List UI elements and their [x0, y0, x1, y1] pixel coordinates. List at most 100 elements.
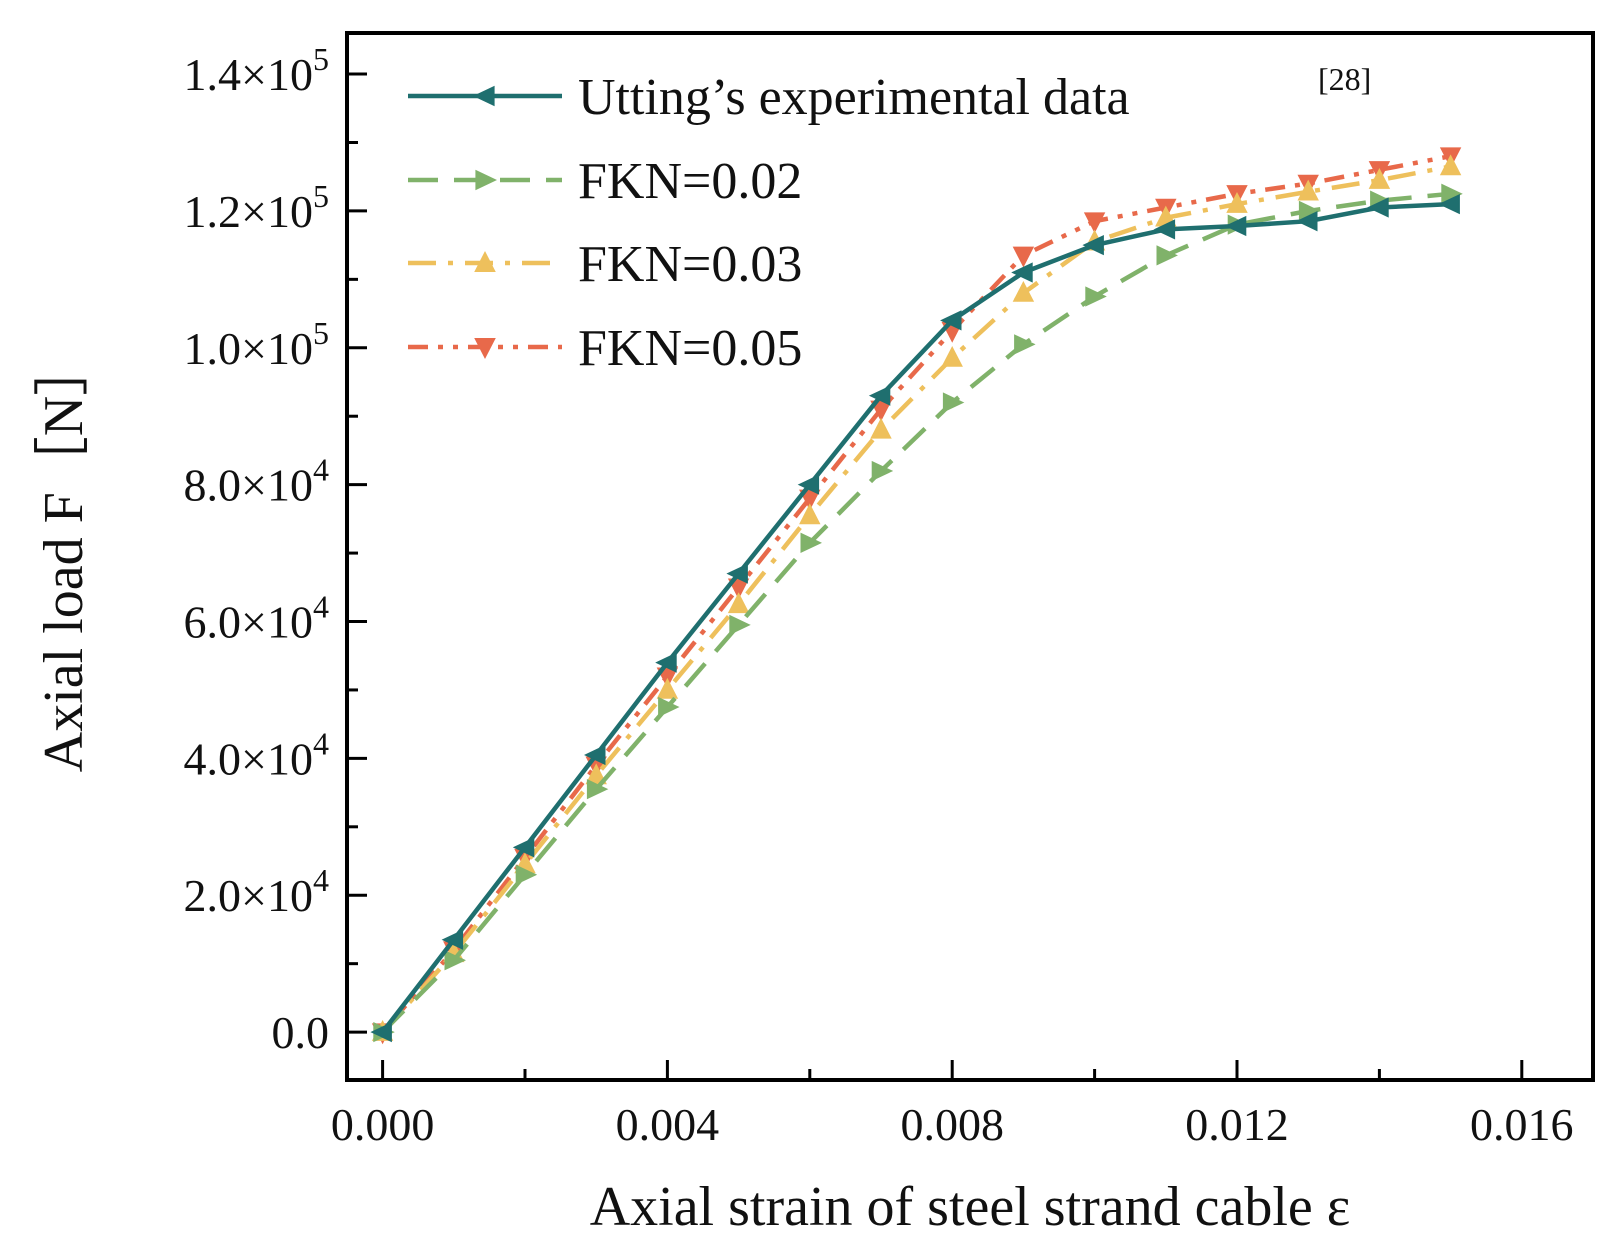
y-tick-label: 8.0×104 [184, 452, 329, 511]
series-point [1368, 168, 1391, 189]
y-tick-times: ×10 [241, 49, 313, 100]
series-point [1224, 215, 1247, 237]
series-point [1438, 193, 1460, 215]
legend-marker [474, 338, 496, 359]
y-tick-exponent: 5 [313, 178, 329, 214]
y-tick-label: 1.2×105 [184, 178, 329, 237]
series-point [870, 417, 892, 439]
legend-marker [474, 251, 496, 272]
x-tick-label: 0.016 [1470, 1099, 1574, 1150]
y-tick-mantissa: 4.0 [184, 733, 242, 784]
series-point [441, 929, 464, 950]
x-tick-label: 0.000 [331, 1099, 435, 1150]
series-point [1012, 280, 1035, 302]
x-tick-label: 0.004 [616, 1099, 720, 1150]
series-point [797, 474, 820, 495]
series-point [727, 592, 750, 614]
y-tick-exponent: 4 [313, 452, 329, 488]
y-tick-label: 1.0×105 [184, 315, 329, 374]
series-point [1226, 191, 1248, 213]
series-point [584, 744, 606, 766]
y-tick-mantissa: 2.0 [184, 870, 242, 921]
series-point [799, 503, 821, 525]
legend-label: FKN=0.02 [578, 153, 802, 210]
y-axis: 0.02.0×1044.0×1046.0×1048.0×1041.0×1051.… [184, 41, 367, 1058]
series-point [1153, 219, 1176, 240]
y-tick-label: 4.0×104 [184, 725, 329, 784]
y-tick-label: 1.4×105 [184, 41, 329, 100]
legend-reference: [28] [1318, 61, 1371, 97]
series-point [1082, 234, 1104, 256]
y-axis-title: Axial load F［N］ [33, 340, 95, 772]
series-3 [371, 147, 1462, 1045]
series-point [1014, 334, 1036, 355]
y-tick-times: ×10 [241, 323, 313, 374]
y-tick-times: ×10 [241, 186, 313, 237]
y-tick-mantissa: 0.0 [272, 1007, 330, 1058]
legend-label: Utting’s experimental data [578, 69, 1130, 126]
y-tick-exponent: 4 [313, 862, 329, 898]
y-tick-mantissa: 1.4 [184, 49, 242, 100]
plot-frame [345, 31, 1595, 1082]
y-tick-exponent: 5 [313, 41, 329, 77]
y-tick-mantissa: 8.0 [184, 460, 242, 511]
y-tick-label: 2.0×104 [184, 862, 329, 921]
x-axis-title: Axial strain of steel strand cable ε [590, 1176, 1351, 1238]
y-tick-times: ×10 [241, 733, 313, 784]
y-tick-mantissa: 1.2 [184, 186, 242, 237]
series-point [941, 345, 963, 367]
series-0 [370, 193, 1460, 1043]
y-tick-exponent: 4 [313, 725, 329, 761]
series-point [942, 392, 965, 413]
series-point [1297, 179, 1319, 201]
series-point [515, 864, 538, 885]
series-point [656, 677, 679, 699]
legend: Utting’s experimental data [28] FKN=0.02 FK… [408, 61, 1371, 377]
series-point [1296, 211, 1318, 232]
series-point [1156, 245, 1178, 266]
legend-label: FKN=0.05 [578, 320, 802, 377]
y-tick-exponent: 5 [313, 315, 329, 351]
y-tick-mantissa: 6.0 [184, 597, 242, 648]
series-point [655, 652, 677, 673]
series-point [512, 837, 535, 858]
series-point [726, 563, 748, 584]
series-point [729, 614, 751, 636]
y-tick-times: ×10 [241, 870, 313, 921]
legend-marker [475, 169, 497, 191]
y-tick-label: 6.0×104 [184, 589, 329, 648]
series-point [444, 950, 466, 971]
series-1 [373, 183, 1463, 1043]
y-tick-exponent: 4 [313, 589, 329, 625]
series-line [380, 153, 1452, 1034]
series-point [586, 779, 609, 800]
series-point [1011, 262, 1033, 283]
series-point [871, 460, 894, 482]
series-point [1012, 246, 1035, 268]
x-tick-label: 0.008 [900, 1099, 1004, 1150]
series-point [940, 310, 962, 331]
y-tick-mantissa: 1.0 [184, 323, 242, 374]
series-line [381, 191, 1451, 1034]
series-point [1085, 286, 1107, 307]
y-tick-times: ×10 [241, 460, 313, 511]
series-point [370, 1021, 392, 1043]
series-line [380, 201, 1451, 1034]
y-tick-times: ×10 [241, 597, 313, 648]
series-layer [370, 147, 1463, 1045]
x-axis: 0.000 0.004 0.008 0.012 0.016 [331, 1060, 1574, 1150]
series-point [1083, 212, 1106, 234]
series-line [380, 164, 1452, 1034]
series-point [868, 385, 891, 406]
legend-label: FKN=0.03 [578, 236, 802, 293]
series-point [1439, 154, 1462, 176]
x-tick-label: 0.012 [1185, 1099, 1289, 1150]
legend-marker [473, 85, 495, 107]
series-point [1367, 197, 1389, 218]
series-point [800, 532, 822, 553]
series-2 [371, 154, 1462, 1041]
series-point [658, 696, 680, 718]
y-tick-label: 0.0 [272, 1007, 330, 1058]
